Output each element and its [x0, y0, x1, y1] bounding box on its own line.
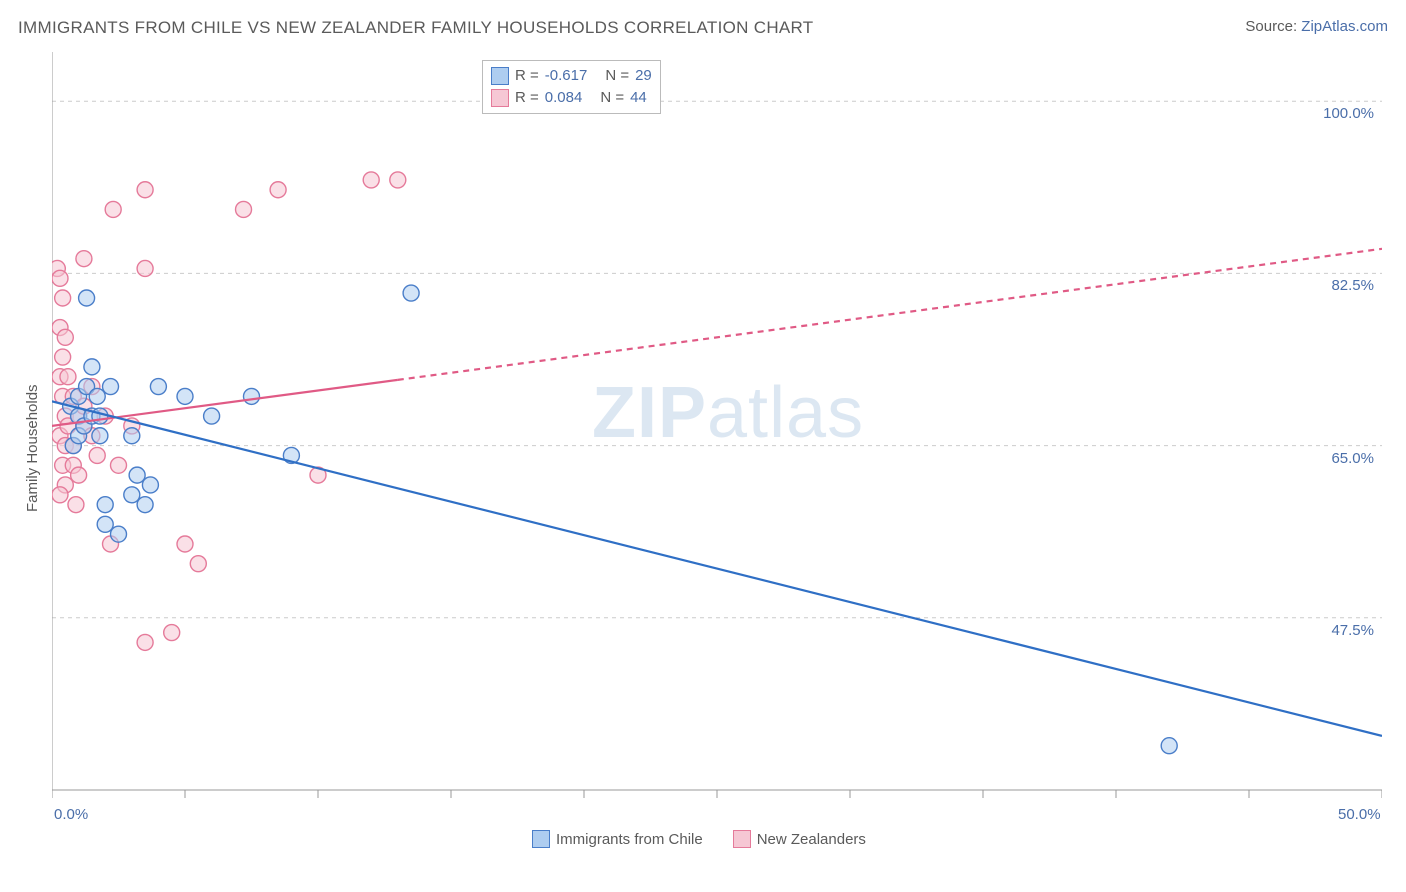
r-value-pink: 0.084: [545, 87, 583, 109]
series-legend: Immigrants from Chile New Zealanders: [532, 830, 866, 848]
y-grid-label: 100.0%: [1323, 105, 1374, 122]
legend-item-pink: New Zealanders: [733, 830, 866, 848]
x-tick-label: 0.0%: [54, 806, 88, 823]
x-tick-label: 50.0%: [1338, 806, 1381, 823]
y-grid-label: 65.0%: [1331, 450, 1374, 467]
swatch-pink-icon: [733, 830, 751, 848]
chart-title: IMMIGRANTS FROM CHILE VS NEW ZEALANDER F…: [18, 18, 814, 38]
correlation-legend: R = -0.617 N = 29 R = 0.084 N = 44: [482, 60, 661, 114]
y-grid-label: 82.5%: [1331, 277, 1374, 294]
n-label-pink: N =: [600, 87, 624, 109]
n-value-pink: 44: [630, 87, 647, 109]
n-value-blue: 29: [635, 65, 652, 87]
n-label-blue: N =: [605, 65, 629, 87]
y-axis-label: Family Households: [24, 384, 41, 512]
legend-label-blue: Immigrants from Chile: [556, 831, 703, 848]
source-label: Source:: [1245, 18, 1301, 35]
y-grid-label: 47.5%: [1331, 622, 1374, 639]
r-label-blue: R =: [515, 65, 539, 87]
r-value-blue: -0.617: [545, 65, 588, 87]
swatch-blue-icon: [491, 67, 509, 85]
chart-svg: [52, 52, 1382, 812]
source-link[interactable]: ZipAtlas.com: [1301, 18, 1388, 35]
chart-source: Source: ZipAtlas.com: [1245, 18, 1388, 35]
legend-row-blue: R = -0.617 N = 29: [491, 65, 652, 87]
r-label-pink: R =: [515, 87, 539, 109]
swatch-pink-icon: [491, 89, 509, 107]
legend-label-pink: New Zealanders: [757, 831, 866, 848]
legend-item-blue: Immigrants from Chile: [532, 830, 703, 848]
plot-area: ZIPatlas R = -0.617 N = 29 R = 0.084 N =…: [52, 52, 1382, 812]
legend-row-pink: R = 0.084 N = 44: [491, 87, 652, 109]
swatch-blue-icon: [532, 830, 550, 848]
